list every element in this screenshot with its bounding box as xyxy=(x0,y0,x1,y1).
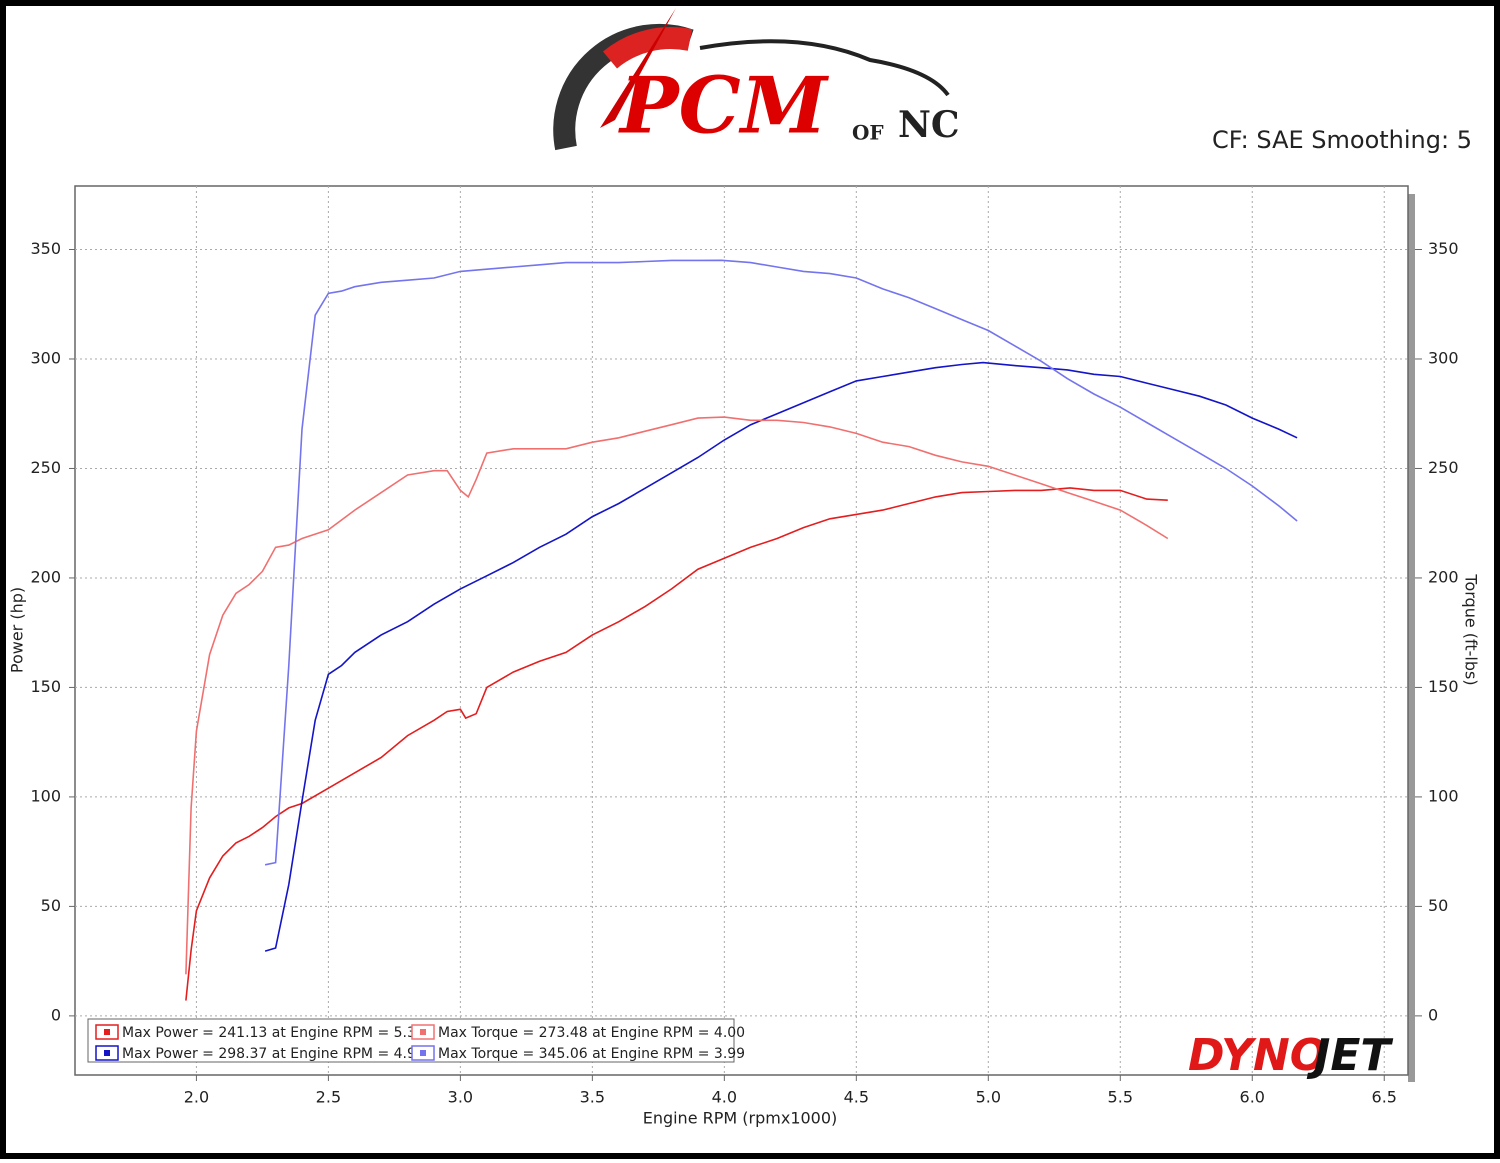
legend-swatch-dot xyxy=(420,1050,426,1056)
x-tick-label: 5.0 xyxy=(976,1088,1001,1107)
y-tick-label: 300 xyxy=(30,348,61,367)
x-tick-label: 3.5 xyxy=(580,1088,605,1107)
y-tick-label: 150 xyxy=(30,677,61,696)
logo-car xyxy=(699,39,950,97)
y-tick-label: 200 xyxy=(30,567,61,586)
y2-tick-label: 300 xyxy=(1428,348,1459,367)
y-tick-label: 0 xyxy=(51,1005,61,1024)
y-tick-label: 100 xyxy=(30,786,61,805)
x-tick-label: 4.0 xyxy=(712,1088,737,1107)
legend-entries: Max Power = 241.13 at Engine RPM = 5.31 M… xyxy=(95,1024,745,1062)
x-tick-label: 4.5 xyxy=(844,1088,869,1107)
y2-tick-label: 100 xyxy=(1428,786,1459,805)
legend-label: Max Torque = 345.06 at Engine RPM = 3.99 xyxy=(438,1046,745,1062)
legend xyxy=(87,1018,735,1063)
x-tick-label: 2.0 xyxy=(184,1088,209,1107)
y2-tick-label: 350 xyxy=(1428,239,1459,258)
y2-tick-label: 200 xyxy=(1428,567,1459,586)
chart-title: CF: SAE Smoothing: 5 xyxy=(1212,126,1472,154)
y-tick-label: 350 xyxy=(30,239,61,258)
brand-first: DYNO xyxy=(1188,1030,1327,1081)
series-line xyxy=(264,361,1298,952)
brand: DYNO JET xyxy=(1188,1030,1393,1081)
logo-suffix: NC xyxy=(898,104,960,146)
y2-tick-label: 0 xyxy=(1428,1005,1438,1024)
brand-second: JET xyxy=(1306,1030,1393,1081)
plot-area xyxy=(74,185,1409,1076)
y2-tick-label: 50 xyxy=(1428,896,1448,915)
logo: PCM OF NC xyxy=(553,8,960,152)
y-axis-label: Power (hp) xyxy=(8,587,27,673)
legend-swatch-dot xyxy=(420,1029,426,1035)
logo-small: OF xyxy=(852,121,884,145)
y2-axis-label: Torque (ft-lbs) xyxy=(1462,573,1481,685)
legend-swatch-dot xyxy=(104,1029,110,1035)
x-tick-label: 5.5 xyxy=(1108,1088,1133,1107)
x-tick-label: 3.0 xyxy=(448,1088,473,1107)
logo-text: PCM xyxy=(618,61,830,152)
logo-gauge-red xyxy=(602,27,693,69)
y2-tick-label: 250 xyxy=(1428,458,1459,477)
x-tick-label: 6.0 xyxy=(1240,1088,1265,1107)
series-line xyxy=(264,259,1298,866)
x-tick-label: 6.5 xyxy=(1372,1088,1397,1107)
plot-shadow xyxy=(1408,194,1415,1082)
y-tick-label: 50 xyxy=(41,896,61,915)
x-tick-label: 2.5 xyxy=(316,1088,341,1107)
series-line xyxy=(185,416,1169,975)
y-tick-label: 250 xyxy=(30,458,61,477)
legend-label: Max Torque = 273.48 at Engine RPM = 4.00 xyxy=(438,1025,745,1041)
legend-label: Max Power = 298.37 at Engine RPM = 4.98 xyxy=(122,1046,425,1062)
y2-tick-label: 150 xyxy=(1428,677,1459,696)
series-line xyxy=(185,487,1168,1001)
logo-needle xyxy=(600,8,676,128)
plot-layer: 2.0 2.5 3.0 3.5 4.0 4.5 5.0 5.5 6.0 6.5 0 50 100 150 2… xyxy=(30,186,1459,1107)
legend-label: Max Power = 241.13 at Engine RPM = 5.31 xyxy=(122,1025,425,1041)
x-axis-label: Engine RPM (rpmx1000) xyxy=(643,1109,838,1128)
legend-swatch-dot xyxy=(104,1050,110,1056)
